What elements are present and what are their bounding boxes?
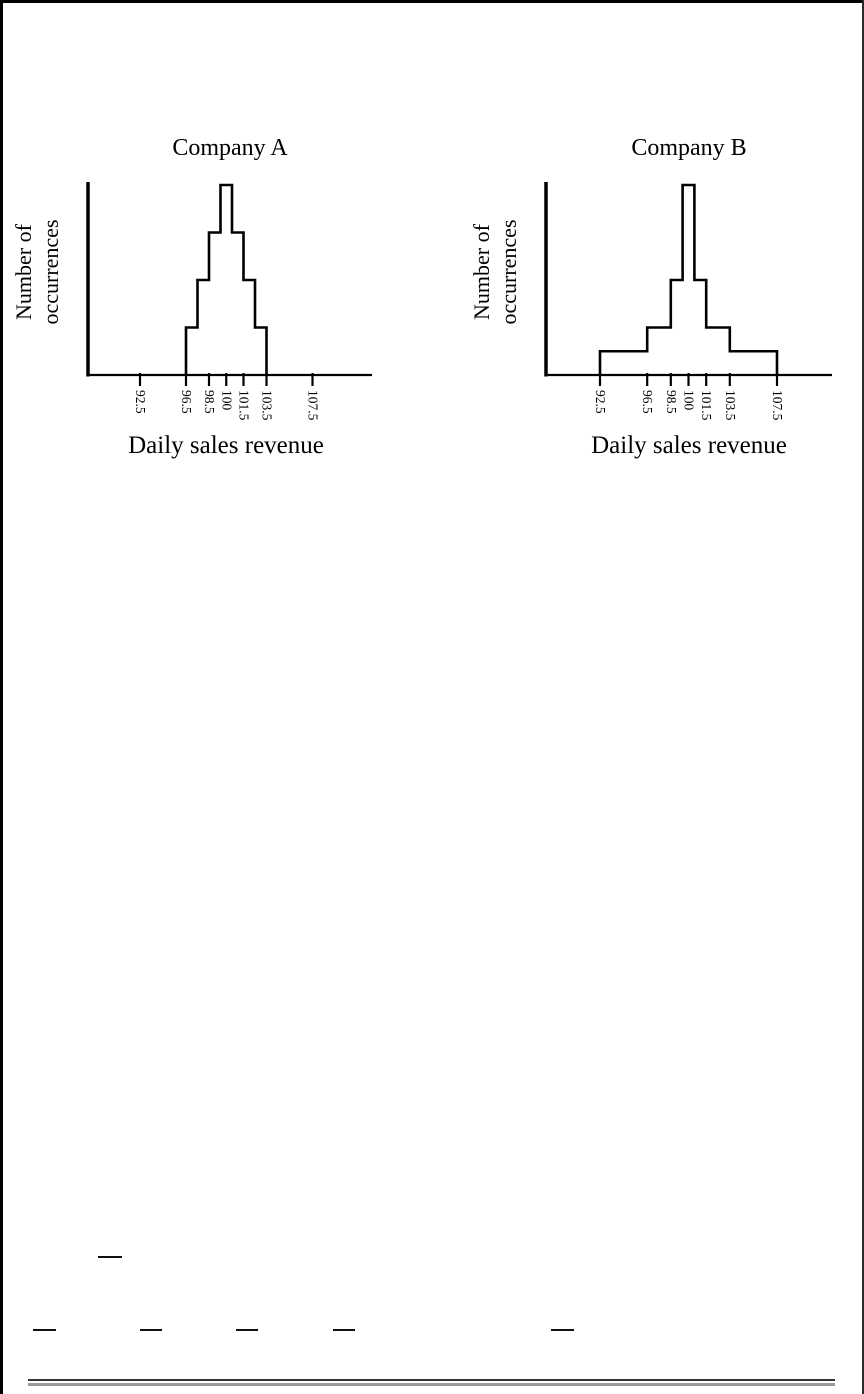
page-border-left	[0, 0, 3, 1394]
x-tick-label: 92.5	[593, 390, 608, 414]
frequency-step-outline	[598, 183, 779, 375]
y-axis-label-line1: Number of	[469, 224, 494, 320]
chart-b-x-axis-label: Daily sales revenue	[591, 432, 787, 459]
answer-blank-6	[551, 1329, 574, 1331]
x-tick-label: 107.5	[770, 390, 785, 421]
x-tick-label: 107.5	[306, 390, 321, 421]
x-tick-label: 96.5	[179, 390, 194, 414]
y-axis-label-line1: Number of	[11, 224, 36, 320]
x-tick-label: 92.5	[133, 390, 148, 414]
x-tick-label: 98.5	[664, 390, 679, 414]
chart-b-y-axis-label: Number of occurrences	[468, 177, 524, 367]
page-footer-rule-dark	[28, 1379, 835, 1381]
x-tick-label: 101.5	[699, 390, 714, 421]
y-axis-label-line2: occurrences	[38, 219, 63, 325]
x-tick-label: 98.5	[202, 390, 217, 414]
chart-b-title: Company B	[631, 135, 747, 161]
chart-a-y-axis-label: Number of occurrences	[10, 177, 66, 367]
answer-blank-2	[33, 1329, 56, 1331]
y-axis-label-line2: occurrences	[496, 219, 521, 325]
chart-a-x-axis-label: Daily sales revenue	[128, 432, 324, 459]
page-border-right	[862, 0, 864, 1394]
x-tick-label: 101.5	[237, 390, 252, 421]
frequency-step-outline	[184, 183, 268, 375]
x-tick-label: 96.5	[640, 390, 655, 414]
x-tick-label: 100	[219, 390, 234, 411]
x-tick-label: 100	[682, 390, 697, 411]
answer-blank-5	[333, 1329, 355, 1331]
answer-blank-1	[98, 1256, 122, 1258]
x-tick-label: 103.5	[723, 390, 738, 421]
chart-a-title: Company A	[172, 135, 288, 161]
x-tick-label: 103.5	[260, 390, 275, 421]
page-footer-rule-light	[28, 1383, 835, 1386]
answer-blank-3	[140, 1329, 162, 1331]
answer-blank-4	[236, 1329, 258, 1331]
page-border-top	[0, 0, 864, 3]
